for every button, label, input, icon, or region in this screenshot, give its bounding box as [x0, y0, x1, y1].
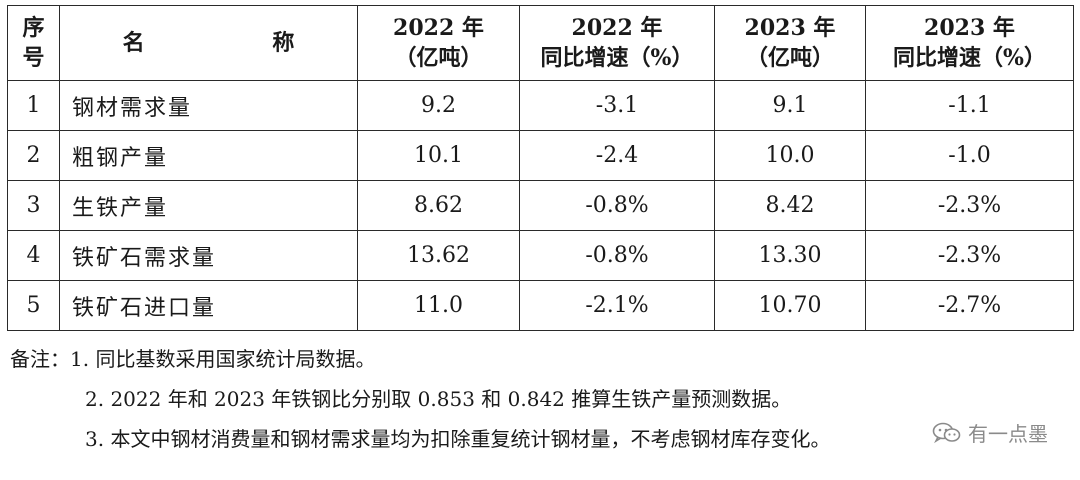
row-name: 钢材需求量 [59, 80, 358, 131]
header-2022-amount: 2022 年 （亿吨） [357, 5, 520, 81]
header-index: 序 号 [7, 5, 60, 81]
row-index: 1 [7, 80, 60, 131]
row-2022-amount: 10.1 [357, 130, 520, 181]
row-index: 3 [7, 180, 60, 231]
row-2022-amount: 11.0 [357, 280, 520, 331]
row-2023-amount: 9.1 [714, 80, 866, 131]
row-2023-amount: 8.42 [714, 180, 866, 231]
row-2023-growth: -1.0 [865, 130, 1074, 181]
table-row: 4 铁矿石需求量 13.62 -0.8% 13.30 -2.3% [7, 230, 1074, 281]
row-2023-growth: -2.3% [865, 230, 1074, 281]
row-2022-growth: -3.1 [519, 80, 715, 131]
row-index: 4 [7, 230, 60, 281]
row-2022-amount: 9.2 [357, 80, 520, 131]
header-name: 名 称 [59, 5, 358, 81]
row-2022-growth: -0.8% [519, 230, 715, 281]
row-2023-amount: 10.70 [714, 280, 866, 331]
footnotes: 备注：1. 同比基数采用国家统计局数据。 2. 2022 年和 2023 年铁钢… [10, 339, 1075, 459]
row-index: 5 [7, 280, 60, 331]
row-2022-amount: 8.62 [357, 180, 520, 231]
row-2022-amount: 13.62 [357, 230, 520, 281]
row-name: 铁矿石进口量 [59, 280, 358, 331]
header-row: 序 号 名 称 2022 年 （亿吨） 2022 年 同比增速（%） 2023 … [7, 5, 1074, 81]
note-2: 2. 2022 年和 2023 年铁钢比分别取 0.853 和 0.842 推算… [85, 387, 792, 411]
row-2023-growth: -2.3% [865, 180, 1074, 231]
row-2023-growth: -1.1 [865, 80, 1074, 131]
table-row: 1 钢材需求量 9.2 -3.1 9.1 -1.1 [7, 80, 1074, 131]
row-2022-growth: -2.1% [519, 280, 715, 331]
table-row: 5 铁矿石进口量 11.0 -2.1% 10.70 -2.7% [7, 280, 1074, 331]
row-2023-amount: 13.30 [714, 230, 866, 281]
header-2023-growth: 2023 年 同比增速（%） [865, 5, 1074, 81]
watermark-text: 有一点墨 [968, 422, 1048, 446]
row-index: 2 [7, 130, 60, 181]
table-row: 3 生铁产量 8.62 -0.8% 8.42 -2.3% [7, 180, 1074, 231]
watermark: 有一点墨 [928, 418, 1052, 447]
steel-forecast-table: 序 号 名 称 2022 年 （亿吨） 2022 年 同比增速（%） 2023 … [7, 5, 1074, 331]
row-2023-growth: -2.7% [865, 280, 1074, 331]
row-2022-growth: -2.4 [519, 130, 715, 181]
row-name: 粗钢产量 [59, 130, 358, 181]
row-name: 生铁产量 [59, 180, 358, 231]
row-name: 铁矿石需求量 [59, 230, 358, 281]
table-row: 2 粗钢产量 10.1 -2.4 10.0 -1.0 [7, 130, 1074, 181]
header-2023-amount: 2023 年 （亿吨） [714, 5, 866, 81]
note-3: 3. 本文中钢材消费量和钢材需求量均为扣除重复统计钢材量，不考虑钢材库存变化。 [85, 427, 831, 451]
row-2023-amount: 10.0 [714, 130, 866, 181]
header-2022-growth: 2022 年 同比增速（%） [519, 5, 715, 81]
row-2022-growth: -0.8% [519, 180, 715, 231]
wechat-icon [932, 421, 962, 445]
note-1: 备注：1. 同比基数采用国家统计局数据。 [10, 347, 376, 371]
